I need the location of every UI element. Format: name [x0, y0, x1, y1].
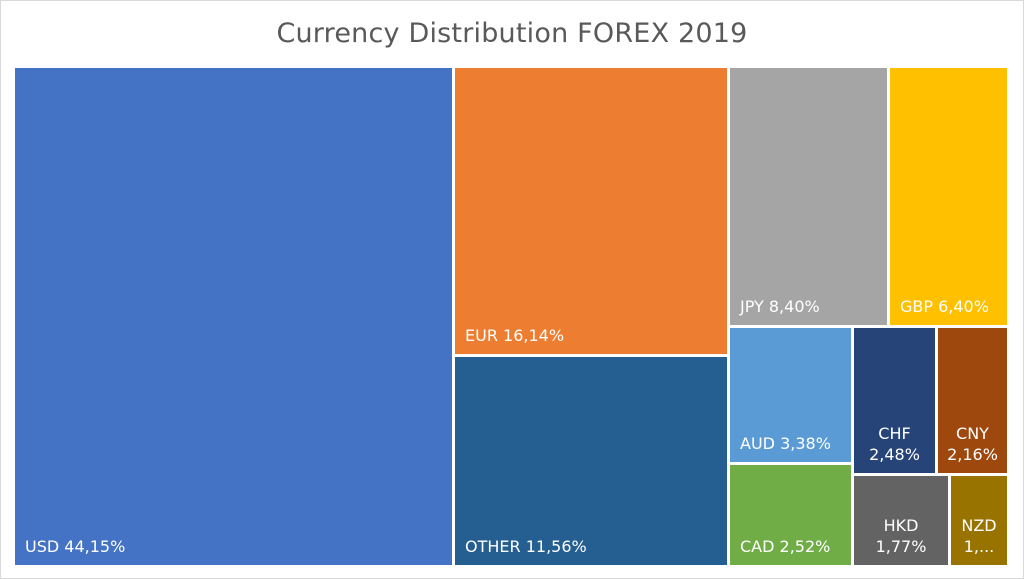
tile-label-other: OTHER 11,56%: [465, 537, 587, 556]
tile-label-chf: 2,48%: [869, 445, 920, 464]
tile-cad: CAD 2,52%: [730, 465, 851, 565]
tile-label-nzd: 1,...: [964, 537, 995, 556]
tile-label-eur: EUR 16,14%: [465, 326, 564, 345]
tile-label-cny: 2,16%: [947, 445, 998, 464]
tile-label-chf: CHF: [878, 424, 910, 443]
tile-rect-usd: [15, 68, 452, 565]
tile-cny: CNY 2,16%: [938, 328, 1007, 473]
tile-rect-gbp: [890, 68, 1007, 325]
tile-rect-eur: [455, 68, 727, 354]
tile-rect-cad: [730, 465, 851, 565]
tile-jpy: JPY 8,40%: [730, 68, 887, 325]
tile-label-usd: USD 44,15%: [25, 537, 125, 556]
tile-label-aud: AUD 3,38%: [740, 434, 831, 453]
tile-usd: USD 44,15%: [15, 68, 452, 565]
tile-nzd: NZD 1,...: [951, 476, 1007, 565]
tile-other: OTHER 11,56%: [455, 357, 727, 565]
tile-rect-other: [455, 357, 727, 565]
tile-eur: EUR 16,14%: [455, 68, 727, 354]
tile-label-cny: CNY: [956, 424, 989, 443]
tile-gbp: GBP 6,40%: [890, 68, 1007, 325]
tile-label-nzd: NZD: [961, 516, 996, 535]
tile-aud: AUD 3,38%: [730, 328, 851, 462]
tile-label-gbp: GBP 6,40%: [900, 297, 989, 316]
tile-rect-aud: [730, 328, 851, 462]
tile-rect-chf: [854, 328, 935, 473]
tile-label-hkd: 1,77%: [876, 537, 927, 556]
tile-label-cad: CAD 2,52%: [740, 537, 830, 556]
tile-rect-nzd: [951, 476, 1007, 565]
tile-hkd: HKD 1,77%: [854, 476, 948, 565]
chart-title: Currency Distribution FOREX 2019: [276, 18, 748, 49]
tile-rect-hkd: [854, 476, 948, 565]
tile-label-jpy: JPY 8,40%: [739, 297, 820, 316]
tile-rect-jpy: [730, 68, 887, 325]
tile-label-hkd: HKD: [884, 516, 919, 535]
tile-rect-cny: [938, 328, 1007, 473]
tile-chf: CHF 2,48%: [854, 328, 935, 473]
